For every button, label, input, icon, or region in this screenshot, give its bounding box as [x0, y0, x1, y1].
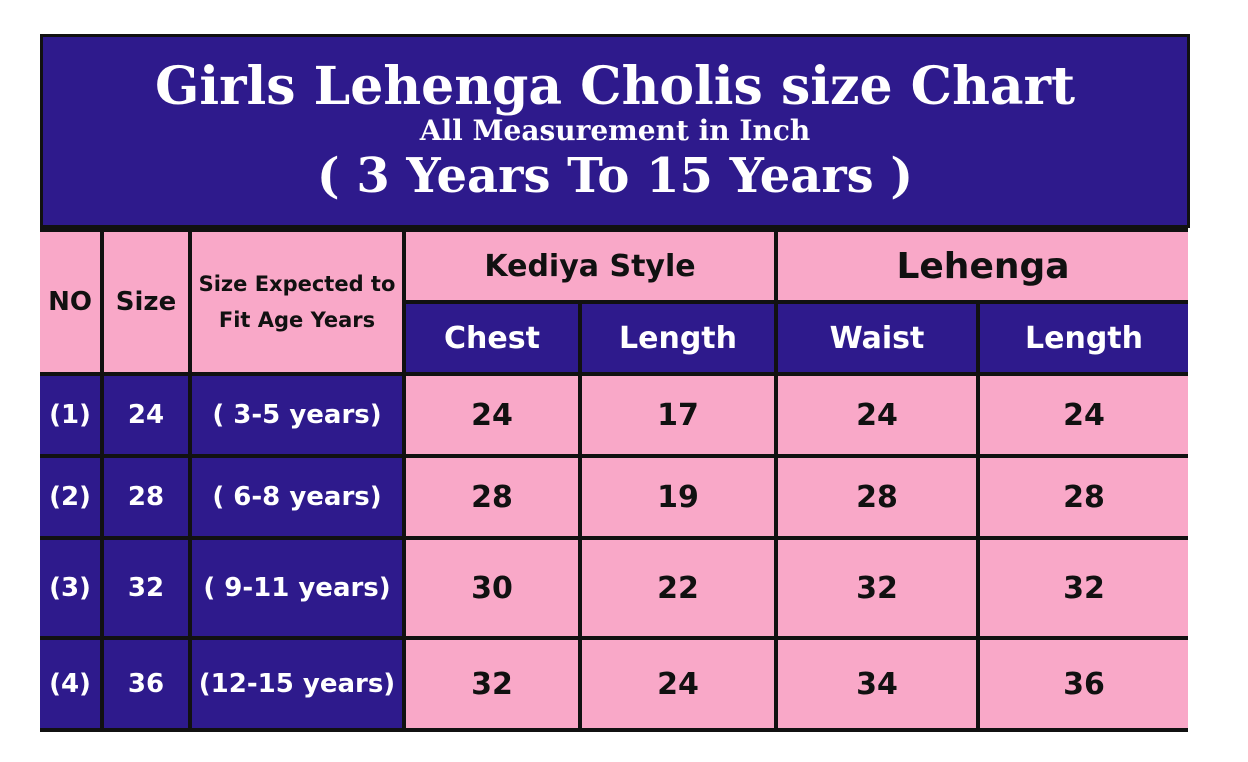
header-size: Size: [104, 232, 188, 372]
cell-size: 28: [104, 458, 188, 536]
cell-no: (3): [40, 540, 100, 636]
chart-subtitle: All Measurement in Inch: [419, 114, 811, 147]
header-age: Size Expected to Fit Age Years: [192, 232, 402, 372]
cell-length2: 24: [980, 376, 1188, 454]
cell-length1: 22: [582, 540, 774, 636]
header-waist: Waist: [778, 304, 976, 372]
cell-length1: 17: [582, 376, 774, 454]
cell-length2: 28: [980, 458, 1188, 536]
header-kediya-length: Length: [582, 304, 774, 372]
cell-waist: 32: [778, 540, 976, 636]
chart-title: Girls Lehenga Cholis size Chart: [154, 56, 1075, 117]
cell-chest: 24: [406, 376, 578, 454]
header-no: NO: [40, 232, 100, 372]
cell-length2: 32: [980, 540, 1188, 636]
size-table: NO Size Size Expected to Fit Age Years K…: [40, 228, 1188, 732]
cell-size: 32: [104, 540, 188, 636]
cell-age: ( 9-11 years): [192, 540, 402, 636]
cell-no: (1): [40, 376, 100, 454]
cell-chest: 28: [406, 458, 578, 536]
cell-no: (4): [40, 640, 100, 728]
cell-age: (12-15 years): [192, 640, 402, 728]
cell-waist: 34: [778, 640, 976, 728]
chart-title-banner: Girls Lehenga Cholis size Chart All Meas…: [40, 34, 1190, 228]
cell-length1: 24: [582, 640, 774, 728]
cell-length2: 36: [980, 640, 1188, 728]
header-lehenga-length: Length: [980, 304, 1188, 372]
header-chest: Chest: [406, 304, 578, 372]
cell-chest: 30: [406, 540, 578, 636]
cell-waist: 28: [778, 458, 976, 536]
header-lehenga: Lehenga: [778, 232, 1188, 300]
cell-size: 24: [104, 376, 188, 454]
age-range: ( 3 Years To 15 Years ): [316, 148, 914, 204]
cell-waist: 24: [778, 376, 976, 454]
cell-chest: 32: [406, 640, 578, 728]
header-kediya-style: Kediya Style: [406, 232, 774, 300]
cell-age: ( 6-8 years): [192, 458, 402, 536]
cell-size: 36: [104, 640, 188, 728]
cell-no: (2): [40, 458, 100, 536]
cell-length1: 19: [582, 458, 774, 536]
cell-age: ( 3-5 years): [192, 376, 402, 454]
